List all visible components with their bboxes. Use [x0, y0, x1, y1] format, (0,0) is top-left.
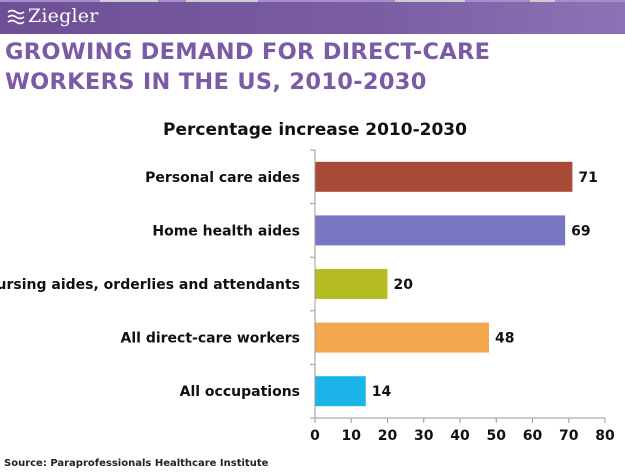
x-tick-label: 70 — [559, 428, 579, 444]
bar — [315, 269, 388, 299]
bar — [315, 161, 573, 192]
slide-title: GROWING DEMAND FOR DIRECT-CARE WORKERS I… — [5, 39, 491, 95]
data-label: 69 — [571, 223, 590, 239]
category-label: Personal care aides — [145, 170, 300, 186]
header-bar: Ziegler — [0, 0, 625, 34]
header-tab-marker — [395, 0, 465, 2]
header-tab-marker — [530, 0, 555, 2]
x-tick-label: 30 — [414, 428, 434, 444]
category-label: Home health aides — [152, 223, 300, 239]
bar — [315, 215, 566, 246]
x-tick-label: 60 — [523, 428, 543, 444]
x-tick-label: 40 — [450, 428, 470, 444]
category-label: Nursing aides, orderlies and attendants — [0, 277, 300, 293]
x-tick-label: 50 — [487, 428, 507, 444]
data-label: 14 — [372, 384, 392, 400]
logo-text: Ziegler — [28, 5, 99, 27]
chart-title: Percentage increase 2010-2030 — [163, 120, 467, 140]
data-label: 71 — [578, 170, 597, 186]
category-label: All occupations — [180, 384, 300, 400]
bar — [315, 322, 489, 353]
ziegler-logo-icon — [7, 9, 25, 25]
x-tick-label: 10 — [342, 428, 362, 444]
header-tab-marker — [100, 0, 158, 2]
x-tick-label: 80 — [595, 428, 615, 444]
header-accent-line — [0, 0, 625, 2]
header-tab-marker — [186, 0, 258, 2]
data-label: 20 — [394, 277, 414, 293]
data-label: 48 — [495, 331, 514, 347]
bar — [315, 376, 366, 407]
x-tick-label: 0 — [310, 428, 320, 444]
category-label: All direct-care workers — [121, 331, 300, 347]
x-tick-label: 20 — [378, 428, 398, 444]
source-note: Source: Paraprofessionals Healthcare Ins… — [4, 458, 269, 469]
